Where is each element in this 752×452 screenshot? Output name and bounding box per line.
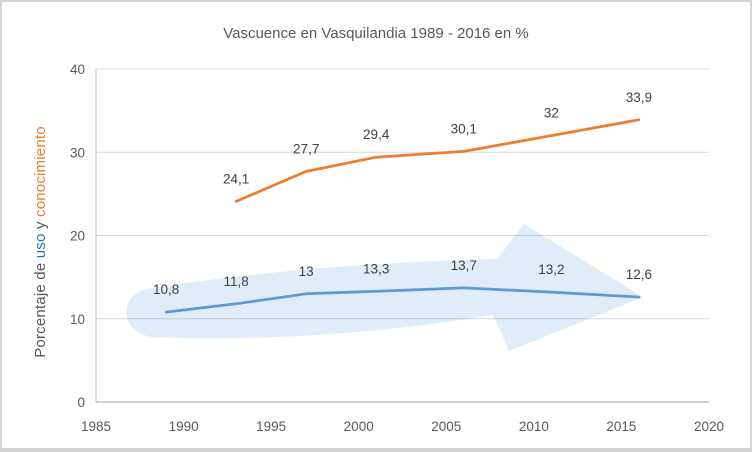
x-tick-label: 2015 <box>606 419 636 434</box>
y-tick-label: 30 <box>70 145 85 160</box>
uso-data-label: 12,6 <box>626 267 652 282</box>
x-tick-label: 1995 <box>256 419 286 434</box>
y-tick-label: 40 <box>70 62 85 77</box>
conocimiento-data-label: 27,7 <box>293 141 319 156</box>
x-tick-label: 1985 <box>81 419 111 434</box>
uso-data-label: 13 <box>299 264 314 279</box>
y-tick-label: 20 <box>70 229 85 244</box>
uso-data-label: 10,8 <box>153 282 179 297</box>
x-tick-label: 2020 <box>694 419 724 434</box>
uso-data-label: 13,3 <box>363 261 389 276</box>
x-tick-label: 2010 <box>519 419 549 434</box>
conocimiento-data-label: 29,4 <box>363 127 390 142</box>
conocimiento-line <box>234 118 641 203</box>
x-tick-label: 1990 <box>169 419 199 434</box>
y-tick-label: 10 <box>70 312 85 327</box>
chart-title: Vascuence en Vasquilandia 1989 - 2016 en… <box>223 25 529 42</box>
conocimiento-data-label: 33,9 <box>626 90 652 105</box>
uso-data-label: 13,2 <box>538 262 564 277</box>
right-arrow-annotation <box>126 224 643 351</box>
x-tick-label: 2000 <box>344 419 374 434</box>
x-tick-label: 2005 <box>431 419 461 434</box>
uso-data-label: 13,7 <box>451 258 477 273</box>
conocimiento-data-label: 24,1 <box>223 171 249 186</box>
y-tick-label: 0 <box>77 395 85 410</box>
conocimiento-data-label: 32 <box>544 106 559 121</box>
uso-line <box>164 286 641 314</box>
conocimiento-data-label: 30,1 <box>451 121 477 136</box>
uso-data-label: 11,8 <box>223 274 248 289</box>
